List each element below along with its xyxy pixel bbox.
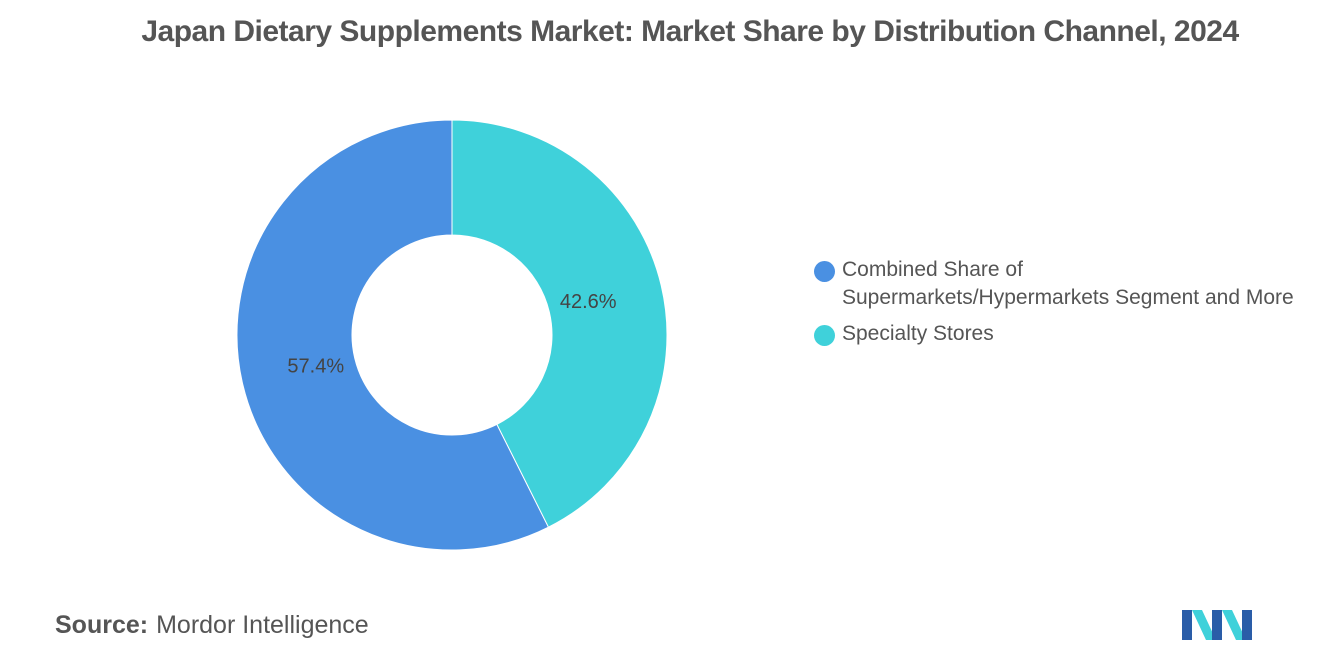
legend-swatch-specialty-stores [814, 325, 835, 346]
source-text: Mordor Intelligence [156, 611, 369, 639]
legend-label-supermarkets: Combined Share of Supermarkets/Hypermark… [842, 258, 1294, 309]
donut-slice-combined-share-of-supermarkets-hypermarkets-segment-and-more [236, 119, 550, 551]
source-label: Source: [55, 611, 149, 639]
source-note: Source: Mordor Intelligence [55, 611, 369, 640]
legend-label-specialty-stores: Specialty Stores [842, 322, 994, 345]
legend-item-specialty-stores: Specialty Stores [814, 320, 1294, 348]
data-label-combined-share-of-supermarkets-hypermarkets-segment-and-more: 57.4% [287, 356, 344, 378]
data-label-specialty-stores: 42.6% [560, 291, 617, 313]
legend-item-supermarkets: Combined Share of Supermarkets/Hypermark… [814, 256, 1294, 312]
legend-swatch-supermarkets [814, 261, 835, 282]
chart-title: Japan Dietary Supplements Market: Market… [141, 15, 1239, 48]
mordor-intelligence-logo-icon [1182, 610, 1252, 640]
donut-slice-specialty-stores [451, 119, 668, 528]
chart-legend: Combined Share of Supermarkets/Hypermark… [814, 256, 1294, 356]
